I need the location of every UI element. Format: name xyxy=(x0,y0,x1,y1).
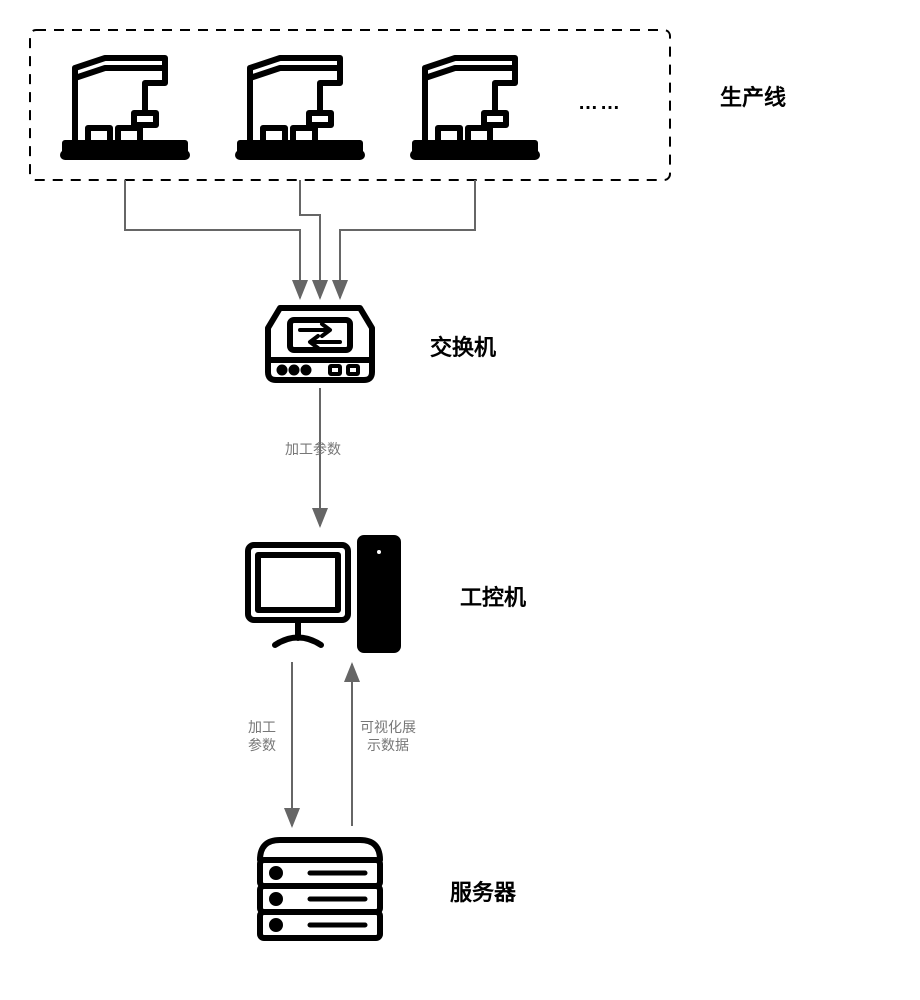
machine-icon-2 xyxy=(235,48,365,163)
processing-params-label-2: 加工 参数 xyxy=(248,718,276,754)
switch-label: 交换机 xyxy=(430,330,496,362)
arrow-m3-to-switch xyxy=(340,180,475,298)
ellipsis-text: …… xyxy=(578,92,622,115)
arrow-m1-to-switch xyxy=(125,180,300,298)
processing-params-label-1: 加工参数 xyxy=(285,440,341,458)
production-line-label: 生产线 xyxy=(720,80,786,112)
machine-icon-1 xyxy=(60,48,190,163)
arrow-m2-to-switch xyxy=(300,180,320,298)
switch-icon xyxy=(260,300,380,388)
ipc-icon xyxy=(240,530,405,662)
ipc-label: 工控机 xyxy=(460,580,526,612)
viz-data-label: 可视化展 示数据 xyxy=(360,718,416,754)
machine-icon-3 xyxy=(410,48,540,163)
server-label: 服务器 xyxy=(450,875,516,907)
server-icon xyxy=(250,830,390,950)
diagram-canvas: …… xyxy=(0,0,920,1000)
